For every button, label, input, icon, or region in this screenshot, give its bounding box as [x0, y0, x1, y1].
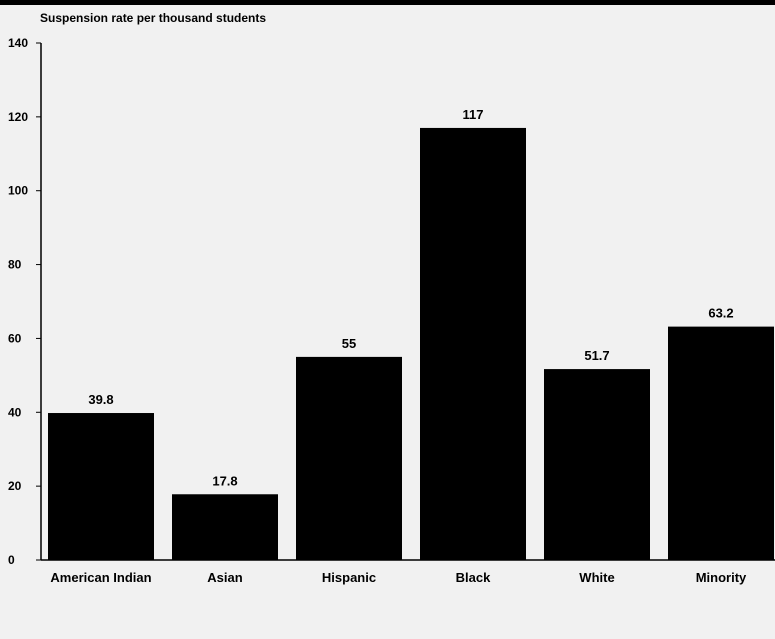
category-label: Hispanic — [322, 570, 376, 585]
y-tick-label: 0 — [8, 553, 15, 567]
y-ticks: 0 20 40 60 80 100 120 140 — [8, 36, 41, 567]
category-label: Minority — [696, 570, 747, 585]
bar — [544, 369, 650, 560]
bar-value-label: 39.8 — [88, 392, 113, 407]
y-tick-label: 140 — [8, 36, 28, 50]
bar-value-label: 51.7 — [584, 348, 609, 363]
bar — [48, 413, 154, 560]
bars — [48, 127, 774, 560]
top-rule — [0, 0, 775, 5]
labels: 39.8 American Indian 17.8 Asian 55 Hispanic 11… — [50, 107, 747, 585]
category-label: White — [579, 570, 614, 585]
bar-value-label: 117 — [463, 107, 484, 122]
bar — [420, 127, 526, 560]
category-label: American Indian — [50, 570, 151, 585]
bar-value-label: 17.8 — [212, 473, 237, 488]
bar-value-label: 55 — [342, 336, 356, 351]
bar — [172, 494, 278, 560]
bar — [296, 356, 402, 560]
y-tick-label: 20 — [8, 479, 22, 493]
bar-value-label: 63.2 — [708, 306, 733, 321]
y-axis-label: Suspension rate per thousand students — [40, 11, 266, 25]
y-tick-label: 100 — [8, 184, 28, 198]
category-label: Asian — [207, 570, 242, 585]
category-label: Black — [456, 570, 491, 585]
y-tick-label: 40 — [8, 405, 22, 419]
y-tick-label: 120 — [8, 110, 28, 124]
bar — [668, 326, 774, 560]
y-tick-label: 80 — [8, 258, 22, 272]
y-tick-label: 60 — [8, 331, 22, 345]
